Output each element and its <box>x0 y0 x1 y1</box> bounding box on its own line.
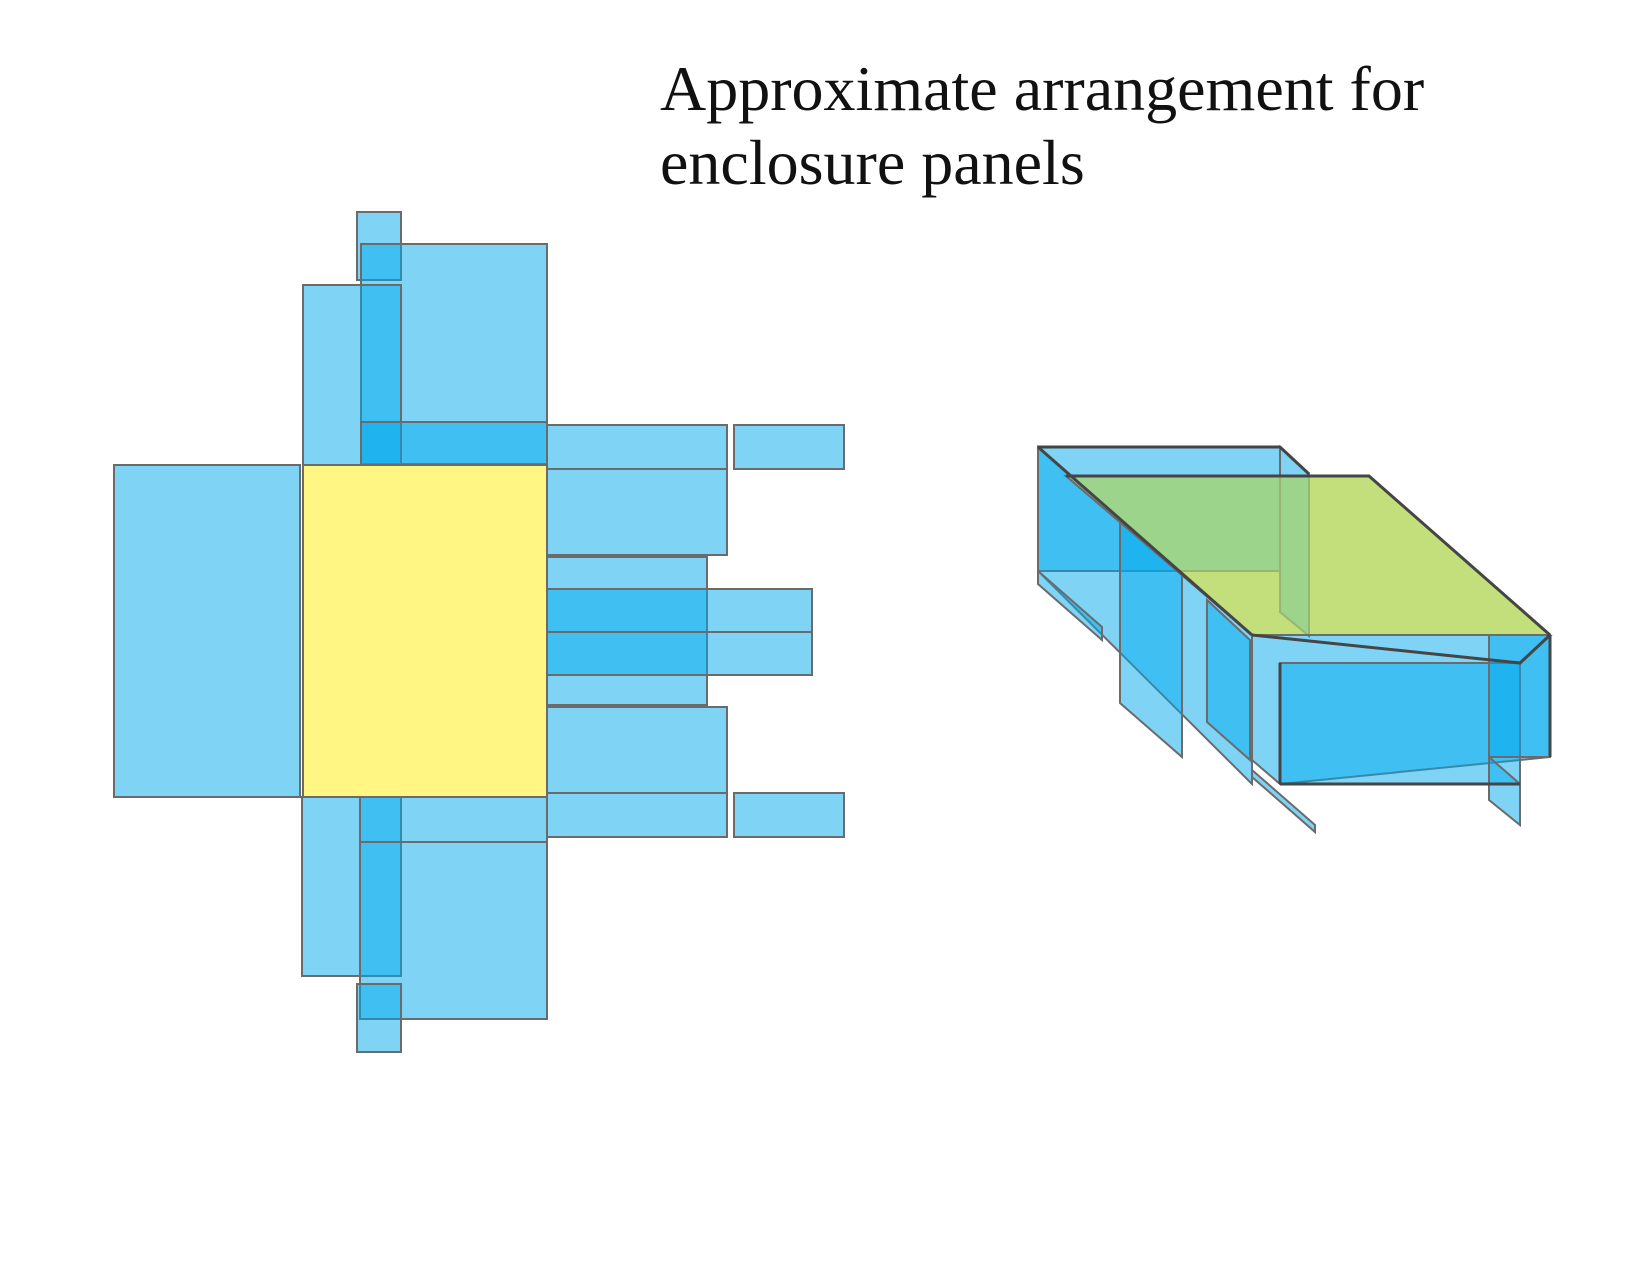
edge-front-top <box>1251 633 1552 665</box>
flap-left-3 <box>1206 597 1251 763</box>
panel-right-strip-top <box>546 424 728 470</box>
panel-bottom-strip <box>359 796 548 843</box>
flap-right-tab <box>1488 754 1521 828</box>
diagram-title-line-1: Approximate arrangement for <box>660 53 1425 124</box>
panel-right-flap-lower <box>546 631 813 676</box>
panel-left <box>113 464 301 798</box>
panel-base <box>302 464 548 798</box>
panel-right-upper <box>546 468 728 556</box>
enclosure-right-wall <box>1488 634 1551 758</box>
flap-left-4 <box>1251 767 1316 835</box>
panel-right-lower <box>546 706 728 794</box>
panel-top-strip <box>360 421 548 466</box>
diagram-title: Approximate arrangement for enclosure pa… <box>660 52 1480 200</box>
panel-right-tab-bottom <box>733 792 845 838</box>
edge-back-top <box>1038 445 1311 476</box>
edge-lid-outline <box>1066 474 1551 637</box>
panel-right-tab-top <box>733 424 845 470</box>
panel-right-strip-bottom <box>546 792 728 838</box>
diagram-title-line-2: enclosure panels <box>660 127 1085 198</box>
unfolded-net <box>113 211 845 1053</box>
enclosure-front-face <box>1279 662 1521 785</box>
flap-left-1 <box>1037 568 1103 643</box>
panel-bottom-tab <box>356 983 402 1053</box>
panel-right-flap-upper <box>546 588 813 633</box>
assembled-enclosure <box>1037 444 1553 835</box>
edge-left-diagonal <box>1037 445 1253 637</box>
